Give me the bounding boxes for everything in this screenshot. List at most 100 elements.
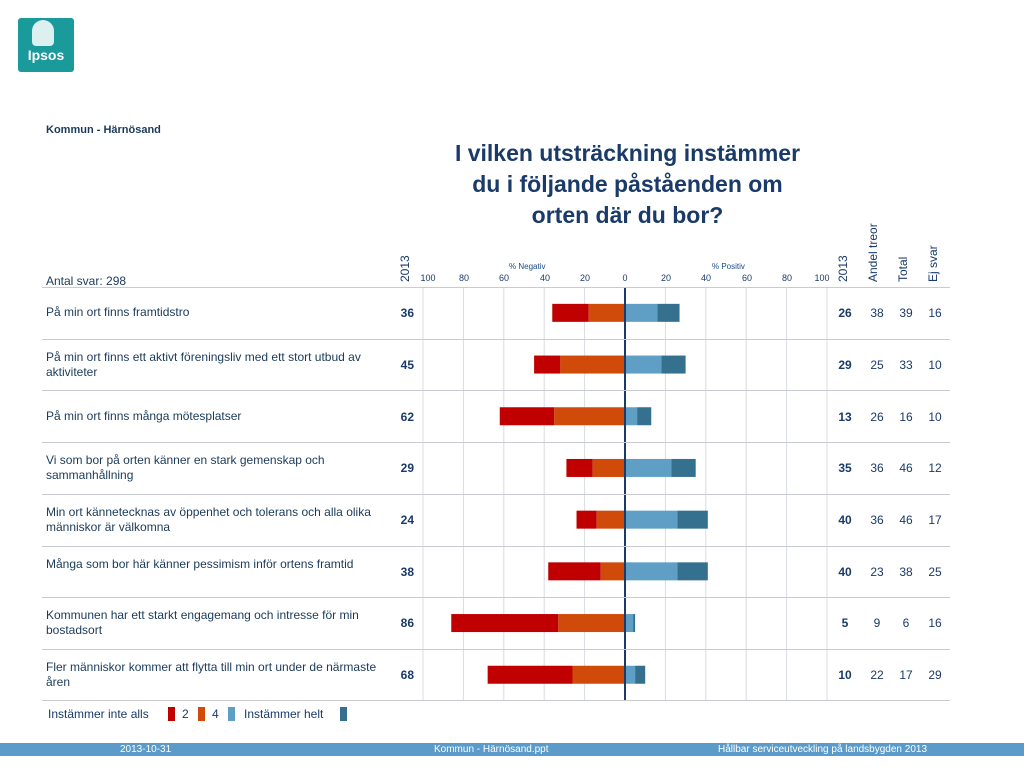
bar-disagree-strong (487, 665, 573, 684)
ej-svar-value: 16 (928, 616, 942, 630)
negative-total: 62 (400, 410, 414, 424)
row-divider (42, 700, 950, 701)
total-value: 6 (902, 616, 910, 630)
positive-total: 10 (838, 668, 852, 682)
bar-agree-mild (625, 665, 636, 684)
bar-agree-strong (637, 407, 652, 426)
andel-treor-value: 25 (870, 358, 884, 372)
andel-treor-value: 36 (870, 461, 884, 475)
bar-disagree-mild (592, 458, 625, 477)
ej-svar-value: 10 (928, 410, 942, 424)
negative-total: 36 (400, 306, 414, 320)
andel-treor-value: 22 (870, 668, 884, 682)
bar-agree-mild (625, 407, 638, 426)
andel-treor-value: 36 (870, 513, 884, 527)
tick-label: 80 (781, 273, 792, 283)
bar-disagree-mild (558, 614, 625, 633)
response-count: Antal svar: 298 (46, 274, 127, 288)
bar-agree-strong (677, 510, 708, 529)
bar-disagree-strong (548, 562, 601, 581)
andel-treor-value: 23 (870, 565, 884, 579)
row-divider (42, 597, 950, 598)
ej-svar-value: 12 (928, 461, 942, 475)
bar-disagree-strong (552, 303, 589, 322)
positive-total: 26 (838, 306, 852, 320)
tick-label: 20 (579, 273, 590, 283)
ej-svar-value: 16 (928, 306, 942, 320)
bar-disagree-strong (566, 458, 593, 477)
tick-label: 60 (498, 273, 509, 283)
total-value: 39 (899, 306, 913, 320)
negative-total: 45 (400, 358, 414, 372)
footer-bar (0, 743, 1024, 756)
statement-label: Många som bor här känner pessimism inför… (46, 557, 354, 571)
bar-agree-mild (625, 355, 662, 374)
bar-disagree-strong (499, 407, 555, 426)
tick-label: 40 (700, 273, 711, 283)
positive-total: 13 (838, 410, 852, 424)
statement-label: På min ort finns ett aktivt föreningsliv… (46, 350, 361, 379)
row-divider (42, 494, 950, 495)
tick-label: 100 (420, 273, 436, 283)
region-label: Kommun - Härnösand (46, 124, 161, 136)
statement-label: Kommunen har ett starkt engagemang och i… (46, 608, 359, 637)
ej-svar-value: 25 (928, 565, 942, 579)
andel-treor-value: 38 (870, 306, 884, 320)
negative-axis-label: % Negativ (509, 262, 546, 271)
row-divider (42, 442, 950, 443)
positive-axis-label: % Positiv (712, 262, 745, 271)
bar-agree-mild (625, 562, 678, 581)
legend-label-disagree: Instämmer inte alls (48, 707, 149, 721)
bar-disagree-mild (588, 303, 625, 322)
footer-project: Hållbar serviceutveckling på landsbygden… (718, 744, 928, 755)
ej-svar-value: 17 (928, 513, 942, 527)
legend-swatch-4 (228, 707, 235, 721)
statement-label: Vi som bor på orten känner en stark geme… (46, 453, 325, 482)
bar-agree-strong (657, 303, 680, 322)
statement-label: Fler människor kommer att flytta till mi… (46, 660, 377, 689)
positive-total: 40 (838, 565, 852, 579)
statement-label: På min ort finns framtidstro (46, 305, 190, 319)
legend-swatch-agree (340, 707, 347, 721)
total-value: 33 (899, 358, 913, 372)
negative-total: 38 (400, 565, 414, 579)
total-value: 17 (899, 668, 913, 682)
bar-disagree-mild (596, 510, 625, 529)
bar-disagree-mild (560, 355, 625, 374)
statement-label: Min ort kännetecknas av öppenhet och tol… (46, 505, 371, 534)
footer-filename: Kommun - Härnösand.ppt (434, 744, 549, 755)
positive-total: 40 (838, 513, 852, 527)
negative-total: 29 (400, 461, 414, 475)
andel-treor-value: 9 (873, 616, 881, 630)
tick-label: 20 (660, 273, 671, 283)
tick-label: 0 (622, 273, 628, 283)
bar-agree-mild (625, 510, 678, 529)
bar-agree-strong (677, 562, 708, 581)
bar-agree-mild (625, 303, 658, 322)
statement-label: På min ort finns många mötesplatser (46, 409, 242, 423)
bar-agree-strong (671, 458, 696, 477)
total-value: 46 (899, 513, 913, 527)
negative-total: 24 (400, 513, 414, 527)
row-divider (42, 546, 950, 547)
tick-label: 100 (814, 273, 830, 283)
tick-label: 60 (741, 273, 752, 283)
negative-total: 68 (400, 668, 414, 682)
row-divider (42, 339, 950, 340)
ej-svar-value: 29 (928, 668, 942, 682)
total-value: 46 (899, 461, 913, 475)
bar-disagree-mild (572, 665, 625, 684)
negative-total: 86 (400, 616, 414, 630)
bar-disagree-strong (534, 355, 561, 374)
positive-total: 35 (838, 461, 852, 475)
logo-mark-icon (32, 20, 54, 46)
bar-agree-strong (661, 355, 686, 374)
logo-text: Ipsos (27, 47, 65, 63)
bar-disagree-strong (576, 510, 597, 529)
legend-label-agree: Instämmer helt (244, 707, 324, 721)
bar-agree-strong (633, 614, 636, 633)
bar-disagree-mild (600, 562, 625, 581)
bar-agree-strong (635, 665, 646, 684)
bar-disagree-strong (451, 614, 559, 633)
